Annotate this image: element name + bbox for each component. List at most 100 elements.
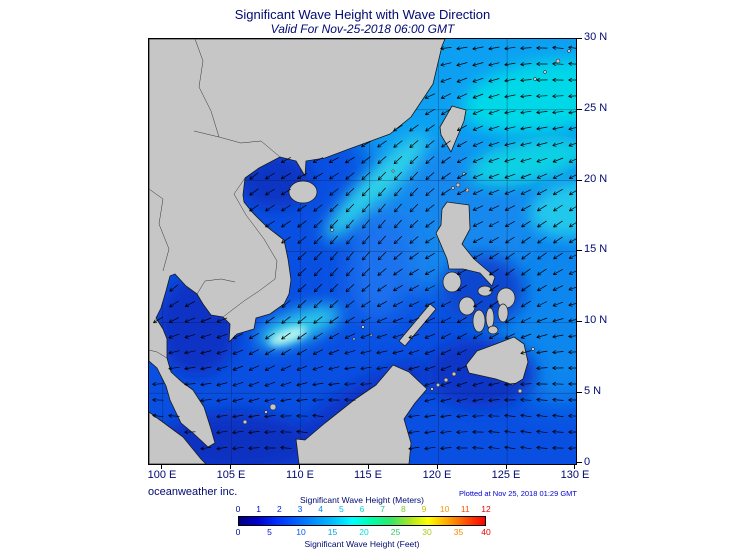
feet-tick: 15 (327, 527, 338, 537)
lon-tick (437, 464, 438, 469)
oceanweather-credit: oceanweather inc. (148, 486, 238, 498)
feet-tick: 20 (359, 527, 369, 537)
meters-tick: 11 (460, 504, 470, 514)
lon-label-110e: 110 E (286, 469, 314, 481)
meters-tick: 1 (256, 504, 262, 514)
land-speck (451, 186, 455, 190)
country-border (222, 278, 276, 318)
lat-tick (577, 462, 582, 463)
country-border (149, 349, 168, 359)
land-island (497, 303, 509, 323)
map-svg (149, 39, 576, 464)
land-island (496, 287, 516, 309)
land-luzon (435, 201, 496, 287)
country-border (149, 188, 170, 272)
land-speck (517, 388, 523, 394)
legend-feet-ticks: 0 5 10 15 20 25 30 35 40 (236, 527, 491, 537)
feet-tick: 30 (422, 527, 432, 537)
legend-feet-title: Significant Wave Height (Feet) (304, 539, 420, 549)
land-speck (455, 182, 461, 188)
lon-tick (506, 464, 507, 469)
lon-label-105e: 105 E (216, 469, 246, 481)
lat-label-25n: 25 N (584, 102, 608, 114)
land-speck (269, 403, 277, 411)
lon-label-100e: 100 E (147, 469, 177, 481)
legend-colorbar (238, 516, 486, 526)
meters-tick: 12 (481, 504, 491, 514)
land-island (472, 309, 486, 333)
land-speck (443, 377, 449, 383)
meters-tick: 7 (380, 504, 386, 514)
land-speck (543, 70, 547, 74)
land-speck (451, 371, 457, 377)
lat-tick (577, 109, 582, 110)
land-speck (435, 382, 441, 388)
country-border (194, 39, 220, 138)
lon-tick (161, 464, 162, 469)
land-speck (567, 49, 571, 53)
land-speck (330, 228, 334, 232)
land-speck (531, 347, 535, 351)
land-island (442, 271, 462, 293)
lon-tick (574, 464, 575, 469)
meters-tick: 9 (421, 504, 427, 514)
lat-label-20n: 20 N (584, 173, 608, 185)
feet-tick: 40 (481, 527, 491, 537)
meters-tick: 2 (276, 504, 282, 514)
legend: Significant Wave Height (Meters) 0 1 2 3… (235, 495, 491, 553)
lon-tick (299, 464, 300, 469)
land-speck (242, 419, 248, 425)
wave-height-shading (348, 212, 414, 322)
feet-tick: 25 (390, 527, 401, 537)
country-border (193, 130, 281, 158)
meters-tick: 3 (297, 504, 303, 514)
meters-tick: 10 (439, 504, 450, 514)
meters-tick: 6 (359, 504, 365, 514)
lat-tick (577, 321, 582, 322)
lat-label-30n: 30 N (584, 31, 608, 43)
land-speck (555, 58, 561, 64)
meters-tick: 5 (338, 504, 344, 514)
lat-tick (577, 250, 582, 251)
country-border (233, 177, 278, 280)
feet-tick: 10 (296, 527, 306, 537)
lat-tick (577, 392, 582, 393)
land-speck (361, 325, 365, 329)
wave-height-shading (529, 180, 576, 238)
legend-meters-ticks: 0 1 2 3 4 5 6 7 8 9 10 11 12 (235, 504, 491, 514)
legend-meters-title: Significant Wave Height (Meters) (300, 495, 424, 505)
land-speck (430, 387, 434, 391)
wave-height-shading (468, 135, 576, 187)
country-border (196, 278, 236, 295)
land-speck (533, 77, 537, 81)
lon-tick (368, 464, 369, 469)
land-mindanao (465, 336, 529, 386)
land-mainland (149, 39, 446, 448)
lon-label-130e: 130 E (560, 469, 590, 481)
land-sumatra (149, 411, 207, 464)
wave-height-shading (462, 59, 576, 135)
lat-tick (577, 180, 582, 181)
lat-label-15n: 15 N (584, 243, 608, 255)
wave-height-shading (269, 326, 307, 346)
feet-tick: 35 (453, 527, 464, 537)
lat-label-10n: 10 N (584, 314, 608, 326)
wave-height-shading (324, 134, 428, 240)
land-speck (264, 410, 268, 414)
meters-tick: 4 (318, 504, 324, 514)
lat-label-5n: 5 N (584, 385, 602, 397)
map-canvas (148, 38, 577, 465)
lon-label-125e: 125 E (491, 469, 521, 481)
lat-label-0: 0 (584, 456, 591, 468)
land-island (485, 307, 495, 329)
lon-tick (230, 464, 231, 469)
lon-label-120e: 120 E (422, 469, 452, 481)
meters-tick: 0 (235, 504, 241, 514)
land-island (458, 296, 476, 316)
lon-label-115e: 115 E (354, 469, 382, 481)
feet-tick: 5 (267, 527, 272, 537)
lat-tick (577, 38, 582, 39)
valid-time-subtitle: Valid For Nov-25-2018 06:00 GMT (270, 22, 455, 36)
land-speck (352, 337, 356, 341)
land-island (487, 325, 499, 335)
